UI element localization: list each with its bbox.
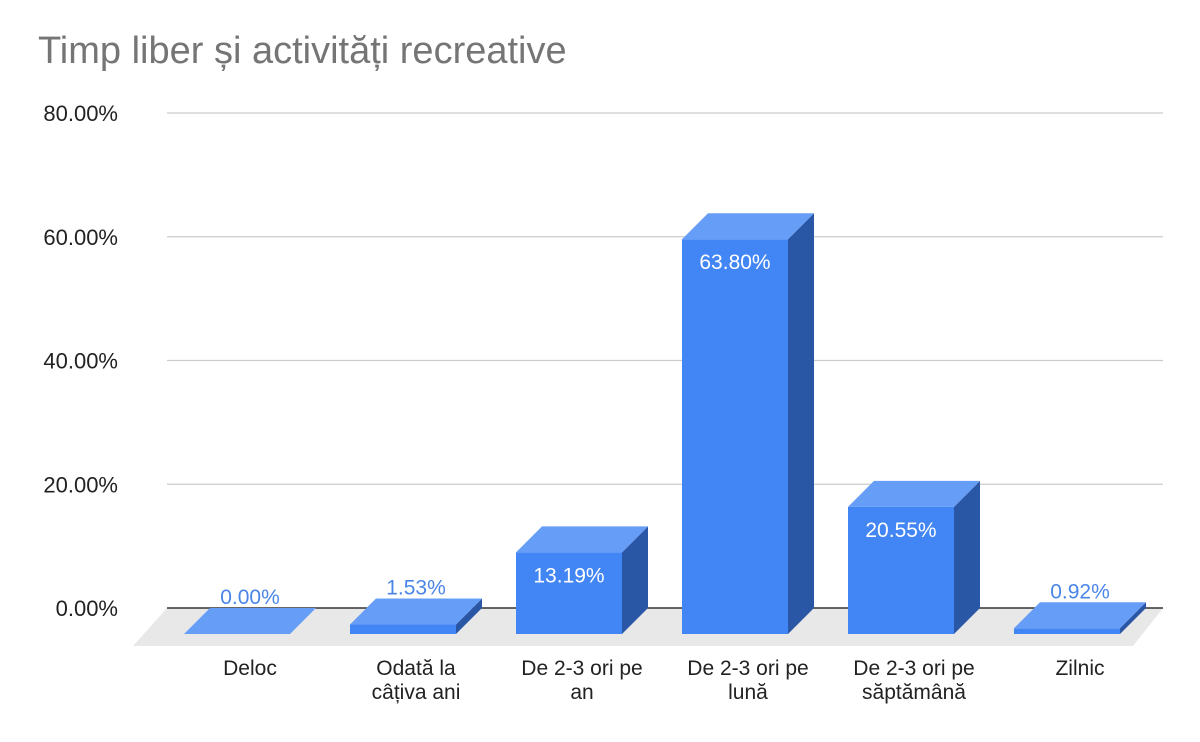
- bar-top: [516, 526, 648, 553]
- bar-front: [1014, 628, 1120, 634]
- bar-top: [184, 608, 316, 634]
- y-tick-label: 20.00%: [43, 472, 118, 497]
- data-label: 13.19%: [533, 564, 604, 587]
- category-label: Zilnic: [1055, 657, 1104, 680]
- x-axis-categories: Deloc Odată la câțiva ani De 2-3 ori pe an De…: [223, 657, 1104, 704]
- bar-side: [622, 526, 648, 634]
- data-label: 1.53%: [386, 577, 446, 600]
- bar: [848, 480, 980, 634]
- bars: [184, 213, 1146, 635]
- category-label: De 2-3 ori pe an: [521, 657, 642, 704]
- bar: [1014, 602, 1146, 634]
- bar-side: [456, 598, 482, 634]
- bar-top: [848, 480, 980, 507]
- bar-top: [1014, 602, 1146, 629]
- bar-front: [516, 552, 622, 634]
- data-label: 0.92%: [1050, 580, 1110, 603]
- bar-front: [848, 506, 954, 634]
- bar-top: [682, 213, 814, 240]
- y-axis-ticks: 0.00% 20.00% 40.00% 60.00% 80.00%: [43, 101, 118, 621]
- category-label: Deloc: [223, 657, 277, 680]
- data-labels: 0.00% 1.53% 13.19% 63.80% 20.55% 0.92%: [220, 251, 1110, 609]
- bar: [516, 526, 648, 634]
- bar-side: [788, 213, 814, 635]
- data-label: 63.80%: [699, 251, 770, 274]
- gridlines: [167, 112, 1163, 609]
- y-tick-label: 40.00%: [43, 349, 118, 374]
- category-label: De 2-3 ori pe săptămână: [853, 657, 974, 704]
- data-label: 0.00%: [220, 586, 280, 609]
- category-label: Odată la câțiva ani: [372, 657, 461, 704]
- bar-side: [954, 480, 980, 634]
- category-label: De 2-3 ori pe lună: [687, 657, 808, 704]
- bar-front: [682, 239, 788, 635]
- bar-side: [1120, 602, 1146, 634]
- y-tick-label: 0.00%: [56, 596, 118, 621]
- bar: [682, 213, 814, 635]
- y-tick-label: 60.00%: [43, 225, 118, 250]
- data-label: 20.55%: [865, 519, 936, 542]
- y-tick-label: 80.00%: [43, 101, 118, 126]
- bar-front: [350, 624, 456, 634]
- chart-title: Timp liber și activități recreative: [38, 30, 567, 72]
- bar: [184, 608, 316, 634]
- bar: [350, 598, 482, 634]
- bar-top: [350, 598, 482, 625]
